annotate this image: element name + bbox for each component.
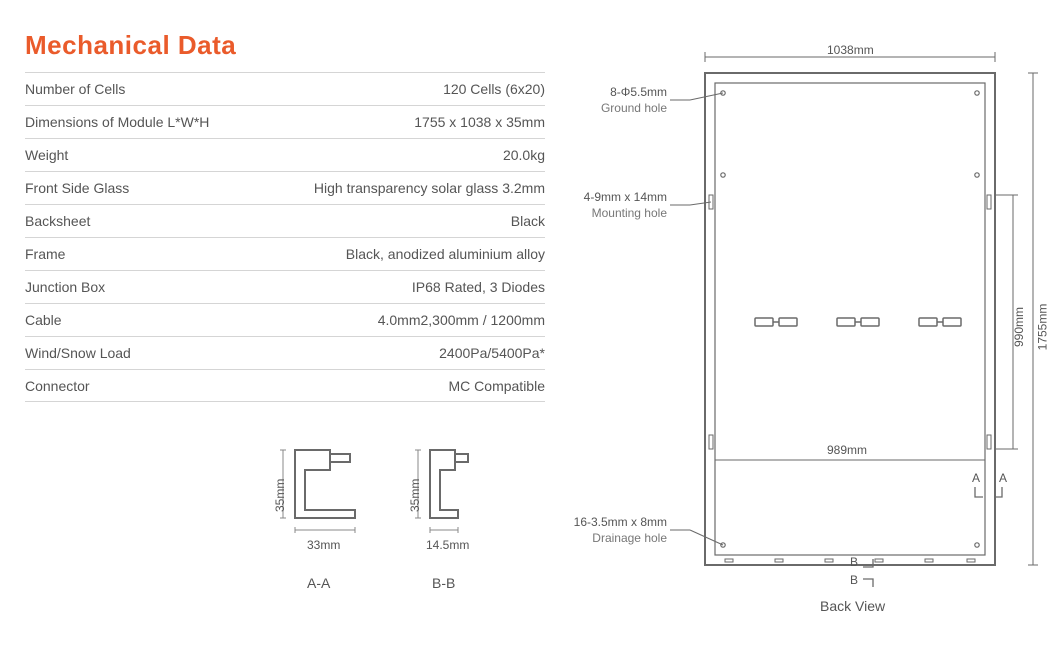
spec-label: Frame (25, 246, 65, 262)
spec-label: Connector (25, 378, 90, 394)
spec-label: Wind/Snow Load (25, 345, 131, 361)
callout-mount-l1: 4-9mm x 14mm (575, 190, 667, 206)
spec-row: Backsheet Black (25, 204, 545, 237)
spec-value: 20.0kg (503, 147, 545, 163)
spec-row: Weight 20.0kg (25, 138, 545, 171)
cross-section-b: 35mm 14.5mm B-B (410, 440, 480, 535)
cross-a-label: A-A (307, 575, 330, 591)
cross-section-a: 35mm 33mm A-A (275, 440, 365, 535)
callout-mount-l2: Mounting hole (575, 206, 667, 222)
spec-value: 2400Pa/5400Pa* (439, 345, 545, 361)
cross-a-width: 33mm (307, 538, 340, 552)
spec-label: Number of Cells (25, 81, 125, 97)
callout-mount-hole: 4-9mm x 14mm Mounting hole (575, 190, 667, 221)
back-view-diagram: 1038mm 989mm 1755mm 990mm 8-Φ5.5mm Groun… (575, 45, 1045, 615)
spec-row: Cable 4.0mm2,300mm / 1200mm (25, 303, 545, 336)
callout-ground-l2: Ground hole (575, 101, 667, 117)
spec-value: Black, anodized aluminium alloy (346, 246, 545, 262)
dim-top-width: 1038mm (827, 43, 874, 57)
spec-label: Weight (25, 147, 68, 163)
section-a-top2: A (999, 471, 1007, 485)
callout-drain-hole: 16-3.5mm x 8mm Drainage hole (569, 515, 667, 546)
spec-table: Number of Cells 120 Cells (6x20) Dimension… (25, 72, 545, 402)
section-b-bot: B (850, 573, 858, 587)
callout-ground-l1: 8-Φ5.5mm (575, 85, 667, 101)
cross-b-label: B-B (432, 575, 455, 591)
cross-a-height: 35mm (273, 479, 287, 512)
spec-row: Junction Box IP68 Rated, 3 Diodes (25, 270, 545, 303)
spec-label: Dimensions of Module L*W*H (25, 114, 209, 130)
spec-label: Front Side Glass (25, 180, 129, 196)
callout-drain-l1: 16-3.5mm x 8mm (569, 515, 667, 531)
spec-value: MC Compatible (449, 378, 545, 394)
spec-row: Wind/Snow Load 2400Pa/5400Pa* (25, 336, 545, 369)
spec-row: Front Side Glass High transparency solar … (25, 171, 545, 204)
dim-right-outer: 1755mm (1035, 304, 1049, 351)
dim-right-inner: 990mm (1012, 307, 1026, 347)
cross-b-width: 14.5mm (426, 538, 469, 552)
spec-label: Junction Box (25, 279, 105, 295)
back-view-title: Back View (820, 598, 885, 614)
spec-value: 4.0mm2,300mm / 1200mm (378, 312, 545, 328)
spec-row: Connector MC Compatible (25, 369, 545, 402)
spec-value: High transparency solar glass 3.2mm (314, 180, 545, 196)
spec-label: Backsheet (25, 213, 90, 229)
dim-inner-width: 989mm (827, 443, 867, 457)
spec-label: Cable (25, 312, 62, 328)
spec-value: 120 Cells (6x20) (443, 81, 545, 97)
callout-drain-l2: Drainage hole (569, 531, 667, 547)
page-title: Mechanical Data (25, 30, 236, 61)
spec-row: Dimensions of Module L*W*H 1755 x 1038 x … (25, 105, 545, 138)
spec-value: IP68 Rated, 3 Diodes (412, 279, 545, 295)
section-b-top: B (850, 555, 858, 569)
cross-b-height: 35mm (408, 479, 422, 512)
spec-value: 1755 x 1038 x 35mm (414, 114, 545, 130)
spec-row: Number of Cells 120 Cells (6x20) (25, 72, 545, 105)
callout-ground-hole: 8-Φ5.5mm Ground hole (575, 85, 667, 116)
spec-row: Frame Black, anodized aluminium alloy (25, 237, 545, 270)
spec-value: Black (511, 213, 545, 229)
section-a-top: A (972, 471, 980, 485)
